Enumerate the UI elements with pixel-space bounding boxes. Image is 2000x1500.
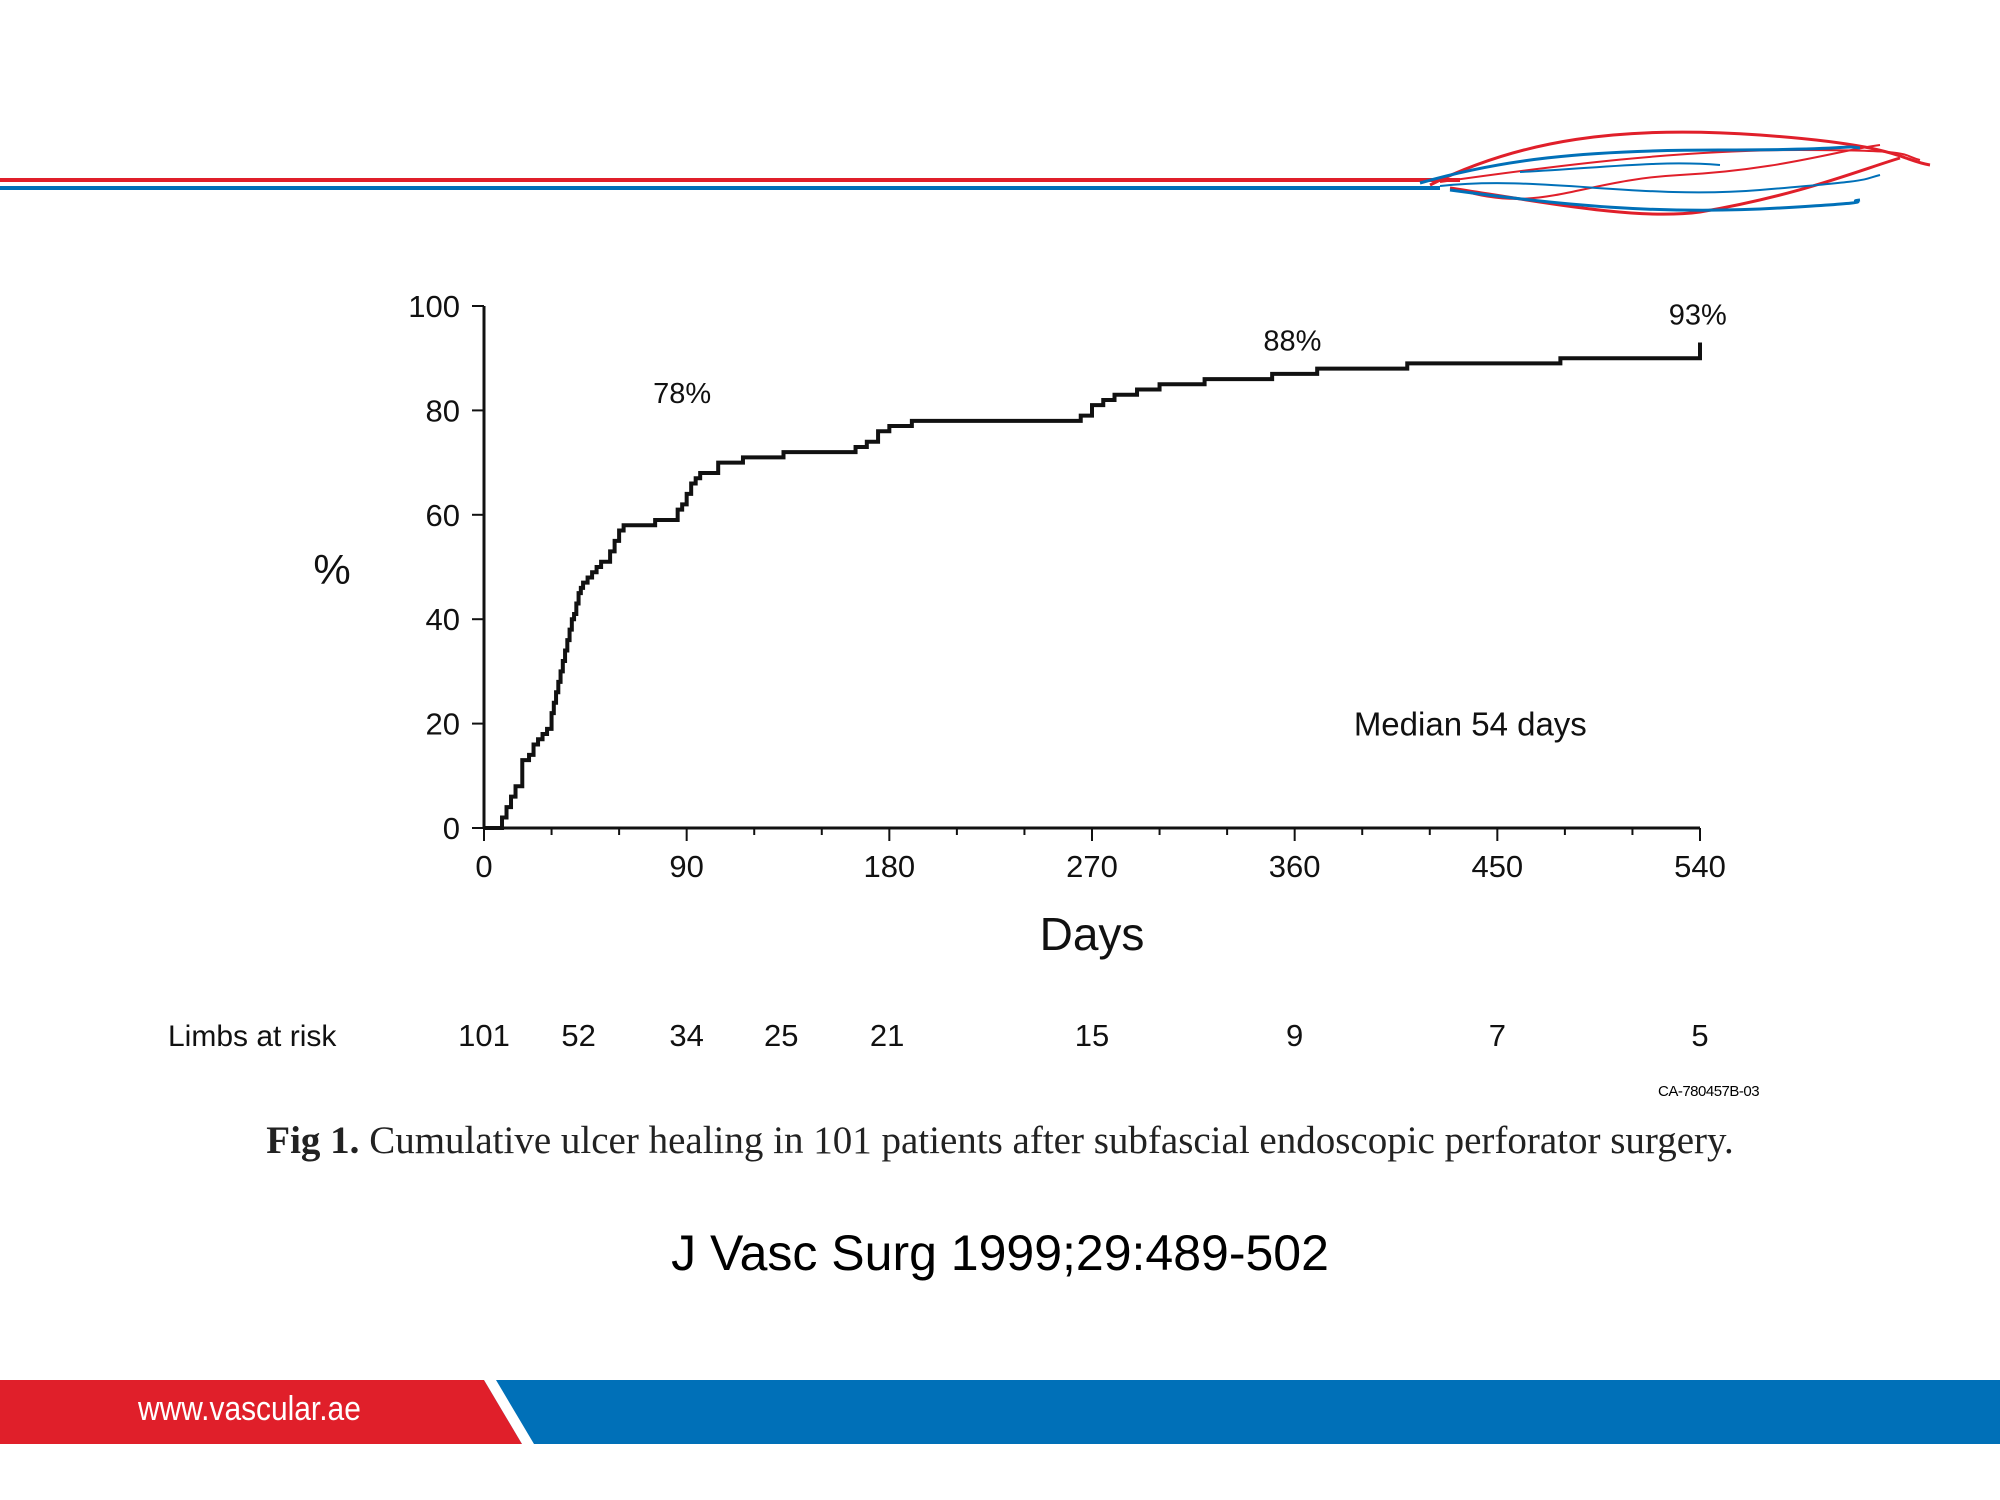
y-tick-label: 0 [443,811,460,846]
caption-text: Cumulative ulcer healing in 101 patients… [369,1119,1734,1162]
vessel-strand [1519,162,1721,173]
risk-value: 15 [1075,1018,1109,1053]
percent-annotation: 88% [1263,326,1321,358]
risk-value: 101 [458,1018,510,1053]
x-tick-label: 270 [1066,849,1118,884]
median-annotation: Median 54 days [1354,706,1587,743]
y-tick-label: 40 [426,602,460,637]
risk-value: 9 [1286,1018,1303,1053]
risk-value: 52 [561,1018,595,1053]
y-tick-label: 60 [426,498,460,533]
chart-series [484,342,1702,830]
percent-annotation: 78% [653,378,711,410]
risk-value: 7 [1489,1018,1506,1053]
figure-caption: Fig 1. Cumulative ulcer healing in 101 p… [0,1118,2000,1163]
chart-annotations: 78% 88% 93% Median 54 days [653,300,1727,743]
x-tick-label: 450 [1471,849,1523,884]
x-tick-label: 90 [669,849,703,884]
x-axis-label: Days [1040,908,1145,960]
percent-annotation: 93% [1669,300,1727,332]
footer-red-band [0,1380,522,1444]
x-tick-label: 180 [863,849,915,884]
y-tick-label: 100 [408,289,460,324]
header-vessel-decoration [0,130,1931,216]
vessel-strand [1439,174,1881,194]
risk-value: 25 [764,1018,798,1053]
risk-table: 101 52 34 25 21 15 9 7 5 [458,1018,1708,1053]
footer-white-divider [484,1380,534,1444]
healing-curve [484,342,1702,830]
footer-url-link[interactable]: www.vascular.ae [138,1390,361,1428]
x-tick-label: 360 [1269,849,1321,884]
x-tick-label: 540 [1674,849,1726,884]
risk-value: 5 [1691,1018,1708,1053]
y-axis-label: % [313,546,350,593]
x-tick-label: 0 [475,849,492,884]
risk-value: 21 [870,1018,904,1053]
vessel-strand [1449,188,1861,212]
risk-table-label: Limbs at risk [168,1020,337,1053]
figure-label: Fig 1. [266,1119,360,1162]
y-tick-label: 20 [426,707,460,742]
figure-code: CA-780457B-03 [1658,1083,1760,1100]
vessel-strand [1419,145,1861,185]
y-tick-label: 80 [426,393,460,428]
risk-value: 34 [669,1018,703,1053]
footer-bar [0,1380,2000,1444]
vessel-strand [1429,130,1931,187]
citation: J Vasc Surg 1999;29:489-502 [671,1225,1329,1281]
chart-ticks: 0 20 40 60 80 100 0 90 180 270 360 450 540 [408,289,1726,884]
